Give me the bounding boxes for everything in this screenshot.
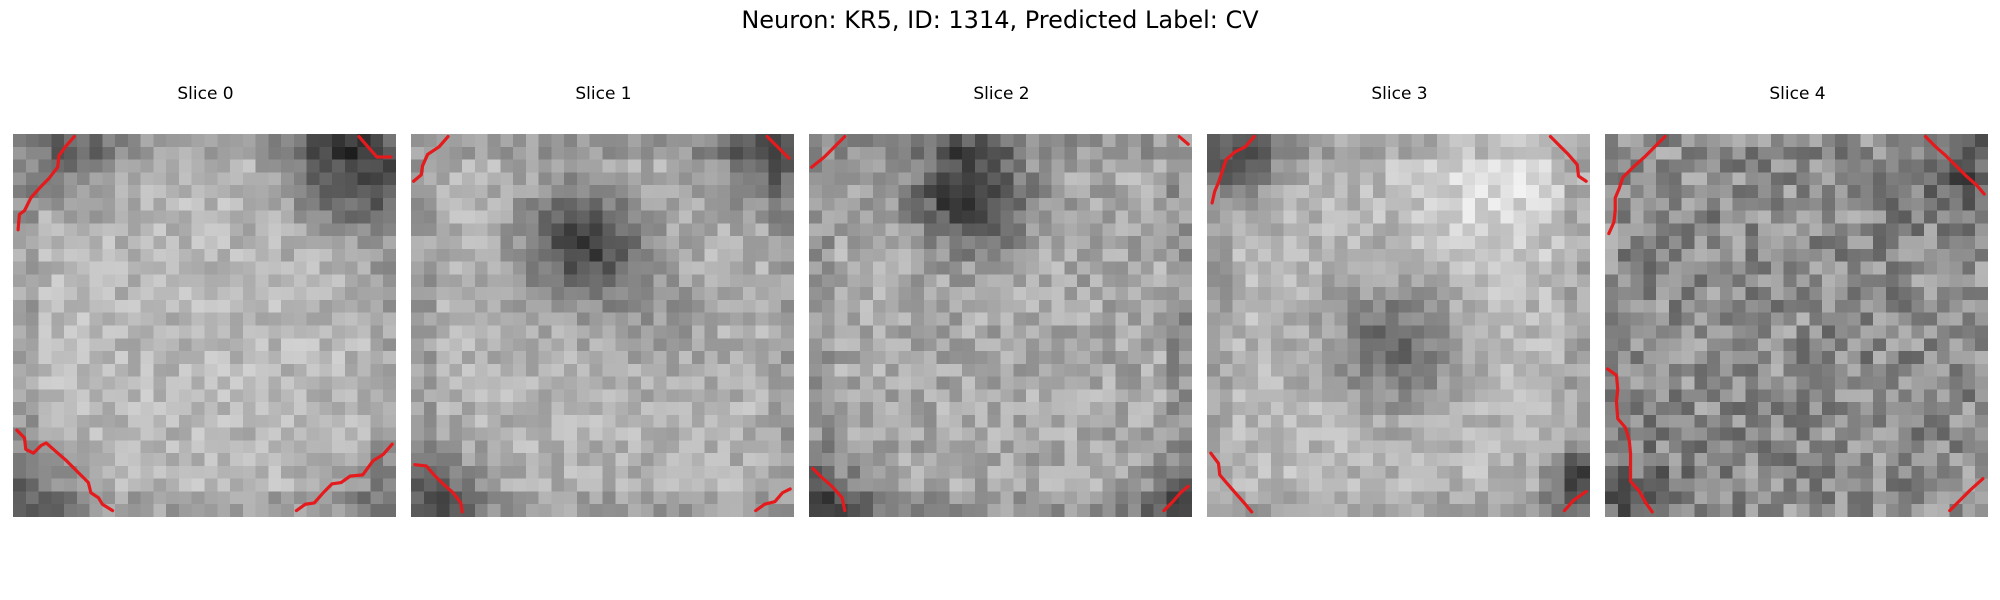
slice-pixels-2 bbox=[809, 134, 1192, 517]
slice-title-2: Slice 2 bbox=[973, 84, 1030, 104]
figure-title: Neuron: KR5, ID: 1314, Predicted Label: … bbox=[741, 6, 1259, 34]
slice-image-2 bbox=[809, 134, 1192, 517]
slice-pixels-4 bbox=[1605, 134, 1988, 517]
contour-1 bbox=[411, 134, 792, 514]
contour-4 bbox=[1605, 134, 1986, 514]
slice-image-0 bbox=[13, 134, 396, 517]
slice-image-4 bbox=[1605, 134, 1988, 517]
slice-title-4: Slice 4 bbox=[1769, 84, 1826, 104]
slice-image-1 bbox=[411, 134, 794, 517]
slice-pixels-1 bbox=[411, 134, 794, 517]
slice-title-3: Slice 3 bbox=[1371, 84, 1428, 104]
contour-0 bbox=[15, 134, 394, 513]
slice-title-0: Slice 0 bbox=[177, 84, 234, 104]
slice-image-3 bbox=[1207, 134, 1590, 517]
slice-pixels-0 bbox=[13, 134, 396, 517]
slice-title-1: Slice 1 bbox=[575, 84, 632, 104]
contour-3 bbox=[1209, 134, 1588, 514]
slice-pixels-3 bbox=[1207, 134, 1590, 517]
contour-2 bbox=[809, 134, 1190, 513]
